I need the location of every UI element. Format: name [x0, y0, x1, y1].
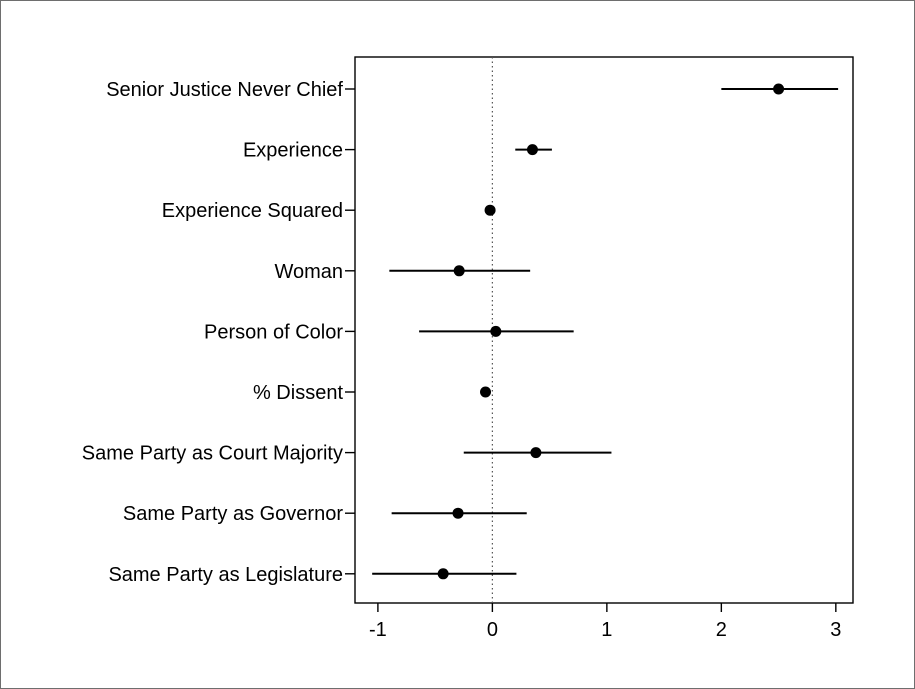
y-tick-label: % Dissent	[253, 382, 343, 404]
y-tick-label: Same Party as Legislature	[108, 564, 343, 586]
coefficient-marks	[372, 83, 839, 580]
point-estimate	[490, 325, 502, 337]
point-estimate	[773, 83, 785, 95]
point-estimate	[453, 265, 465, 277]
y-axis-labels: Senior Justice Never Chief Experience Expe…	[82, 79, 355, 586]
y-tick-label: Senior Justice Never Chief	[106, 79, 343, 101]
x-axis: -1 0 1 2 3	[369, 603, 841, 641]
y-tick-label: Woman	[274, 261, 343, 283]
point-estimate	[530, 447, 542, 459]
x-tick-label: 1	[601, 619, 612, 641]
point-estimate	[480, 386, 492, 398]
y-tick-label: Experience	[243, 140, 343, 162]
y-tick-label: Person of Color	[204, 321, 343, 343]
x-tick-label: 0	[487, 619, 498, 641]
point-estimate	[526, 144, 538, 156]
x-tick-label: -1	[369, 619, 387, 641]
x-tick-label: 2	[716, 619, 727, 641]
y-tick-label: Same Party as Governor	[123, 503, 343, 525]
point-estimate	[484, 204, 496, 216]
point-estimate	[452, 507, 464, 519]
point-estimate	[437, 568, 449, 580]
y-tick-label: Experience Squared	[162, 200, 343, 222]
plot-area	[354, 56, 854, 604]
y-tick-label: Same Party as Court Majority	[82, 443, 343, 465]
x-tick-label: 3	[830, 619, 841, 641]
